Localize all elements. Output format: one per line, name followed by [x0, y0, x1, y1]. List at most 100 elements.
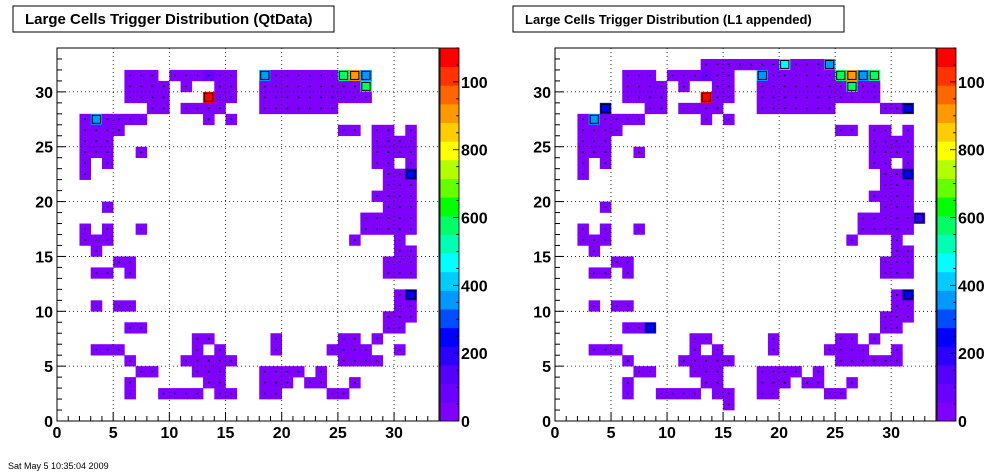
cell-marker — [207, 107, 210, 110]
z-tick-label: 600 — [461, 211, 488, 228]
cell-marker — [615, 305, 618, 307]
cell-marker — [196, 107, 199, 110]
cell-marker — [185, 359, 188, 362]
cell-marker — [907, 217, 909, 219]
cell-marker — [219, 107, 221, 110]
cell-marker — [387, 272, 390, 274]
cell-marker — [907, 315, 909, 318]
z-tick-label: 100 — [461, 75, 488, 92]
cell-marker — [129, 85, 131, 88]
cell-marker — [884, 140, 887, 143]
z-tick-label: 200 — [461, 346, 488, 363]
color-scale-step — [937, 122, 956, 142]
cell-marker — [264, 85, 266, 88]
cell-marker — [84, 118, 86, 121]
cell-marker — [914, 213, 924, 223]
color-scale-step — [440, 48, 459, 68]
cell-marker — [705, 63, 708, 66]
chart-title: Large Cells Trigger Distribution (QtData… — [25, 11, 313, 28]
cell-marker — [84, 239, 86, 241]
color-scale-step — [440, 365, 459, 385]
cell-marker — [783, 85, 786, 88]
cell-marker — [817, 63, 820, 66]
cell-marker — [727, 74, 730, 77]
cell-marker — [196, 74, 199, 77]
cell-marker — [376, 359, 379, 362]
heatmap-cell — [902, 102, 914, 115]
cell-marker — [895, 294, 898, 296]
cell-marker — [410, 129, 412, 132]
cell-marker — [84, 129, 86, 132]
cell-marker — [95, 129, 98, 132]
cell-marker — [106, 206, 109, 208]
cell-marker — [884, 359, 887, 362]
color-scale-step — [440, 402, 459, 422]
cell-marker — [593, 305, 596, 307]
cell-marker — [593, 250, 596, 252]
heatmap-cell — [90, 113, 103, 126]
x-tick-label: 20 — [273, 425, 291, 442]
cell-marker — [387, 206, 390, 208]
cell-marker — [376, 228, 379, 230]
cell-marker — [761, 96, 764, 99]
cell-marker — [286, 85, 289, 88]
cell-marker — [353, 381, 356, 384]
color-scale-step — [937, 66, 956, 86]
cell-marker — [884, 228, 887, 230]
heatmap-cell — [835, 69, 847, 82]
cell-marker — [795, 74, 797, 77]
cell-marker — [331, 107, 334, 110]
cell-marker — [331, 85, 334, 88]
cell-marker — [207, 381, 210, 384]
cell-marker — [162, 107, 165, 110]
cell-marker — [862, 228, 864, 230]
cell-marker — [895, 151, 898, 154]
cell-marker — [342, 85, 345, 88]
cell-marker — [230, 85, 232, 88]
z-tick-label: 0 — [461, 414, 470, 431]
cell-marker — [410, 195, 412, 197]
cell-marker — [297, 74, 300, 77]
cell-marker — [873, 85, 876, 88]
cell-marker — [230, 359, 232, 362]
cell-marker — [873, 337, 876, 340]
cell-marker — [398, 217, 401, 219]
x-tick-label: 5 — [607, 425, 616, 442]
heatmap-cell — [203, 91, 215, 104]
cell-marker — [604, 206, 607, 208]
cell-marker — [185, 85, 188, 88]
cell-marker — [903, 103, 913, 113]
cell-marker — [683, 392, 685, 395]
cell-marker — [761, 381, 764, 384]
cell-marker — [604, 129, 607, 132]
cell-marker — [705, 118, 708, 121]
cell-marker — [851, 129, 853, 132]
cell-marker — [593, 140, 596, 143]
cell-marker — [806, 63, 808, 66]
heatmap-cell — [756, 69, 769, 82]
cell-marker — [884, 217, 887, 219]
heatmap-cell — [588, 113, 601, 126]
cell-marker — [862, 85, 864, 88]
cell-marker — [320, 381, 322, 384]
cell-marker — [410, 140, 412, 143]
cell-marker — [727, 359, 730, 362]
cell-marker — [772, 96, 775, 99]
cell-marker — [839, 348, 842, 351]
cell-marker — [851, 239, 853, 241]
cell-marker — [873, 195, 876, 197]
cell-marker — [895, 217, 898, 219]
cell-marker — [839, 392, 842, 395]
color-scale-step — [937, 234, 956, 254]
cell-marker — [884, 107, 887, 110]
cell-marker — [387, 140, 390, 143]
cell-marker — [638, 118, 640, 121]
y-tick-label: 0 — [44, 414, 53, 431]
cell-marker — [129, 118, 131, 121]
heatmap-cell — [846, 80, 858, 93]
cell-marker — [95, 272, 98, 274]
cell-marker — [331, 96, 334, 99]
cell-marker — [727, 403, 730, 406]
cell-marker — [387, 129, 390, 132]
cell-marker — [907, 272, 909, 274]
